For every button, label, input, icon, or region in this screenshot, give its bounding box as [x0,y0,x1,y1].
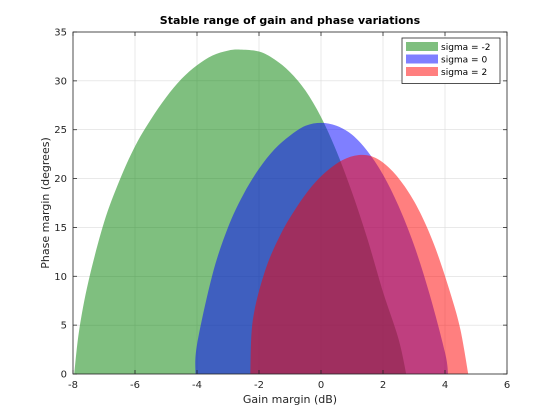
x-axis-label: Gain margin (dB) [243,393,337,406]
x-tick-label: -2 [254,380,264,391]
x-tick-label: -4 [192,380,202,391]
y-tick-label: 15 [54,223,67,234]
y-tick-label: 30 [54,76,67,87]
y-tick-label: 25 [54,125,67,136]
area-series-3 [250,154,469,374]
x-tick-label: 2 [380,380,386,391]
legend-entry: sigma = 0 [441,56,487,66]
y-axis-label: Phase margin (degrees) [39,137,52,269]
x-tick-label: -6 [130,380,140,391]
plot-frame [72,31,508,375]
y-tick-label: 0 [61,370,67,381]
x-tick-label: 6 [504,380,510,391]
x-tick-label: 0 [318,380,324,391]
legend-entry: sigma = 2 [441,68,487,78]
legend-swatch [406,67,438,76]
chart-title: Stable range of gain and phase variation… [160,14,421,27]
ticks: -8 -6 -4 -2 0 2 4 6 0 5 10 15 20 25 30 35 [54,28,510,392]
series-layer [74,49,469,375]
legend: sigma = -2 sigma = 0 sigma = 2 [401,37,501,84]
x-tick-label: 4 [442,380,448,391]
y-tick-label: 35 [54,28,67,39]
x-tick-label: -8 [68,380,78,391]
legend-entry: sigma = -2 [441,43,490,53]
y-tick-label: 20 [54,174,67,185]
y-tick-label: 10 [54,272,67,283]
legend-swatch [406,54,438,64]
y-tick-label: 5 [61,321,67,332]
legend-swatch [406,42,438,51]
